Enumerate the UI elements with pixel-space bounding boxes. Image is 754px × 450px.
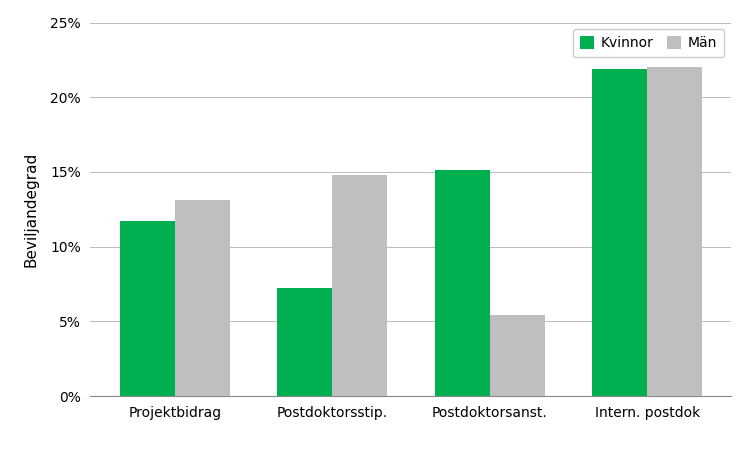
Bar (175, 200, 230, 396)
Bar (277, 288, 333, 396)
Bar (592, 69, 647, 396)
Bar (647, 68, 702, 396)
Bar (120, 221, 175, 396)
Y-axis label: Beviljandegrad: Beviljandegrad (24, 152, 39, 267)
Bar (489, 315, 545, 396)
Legend: Kvinnor, Män: Kvinnor, Män (573, 29, 725, 57)
Bar (434, 171, 489, 396)
Bar (333, 175, 388, 396)
